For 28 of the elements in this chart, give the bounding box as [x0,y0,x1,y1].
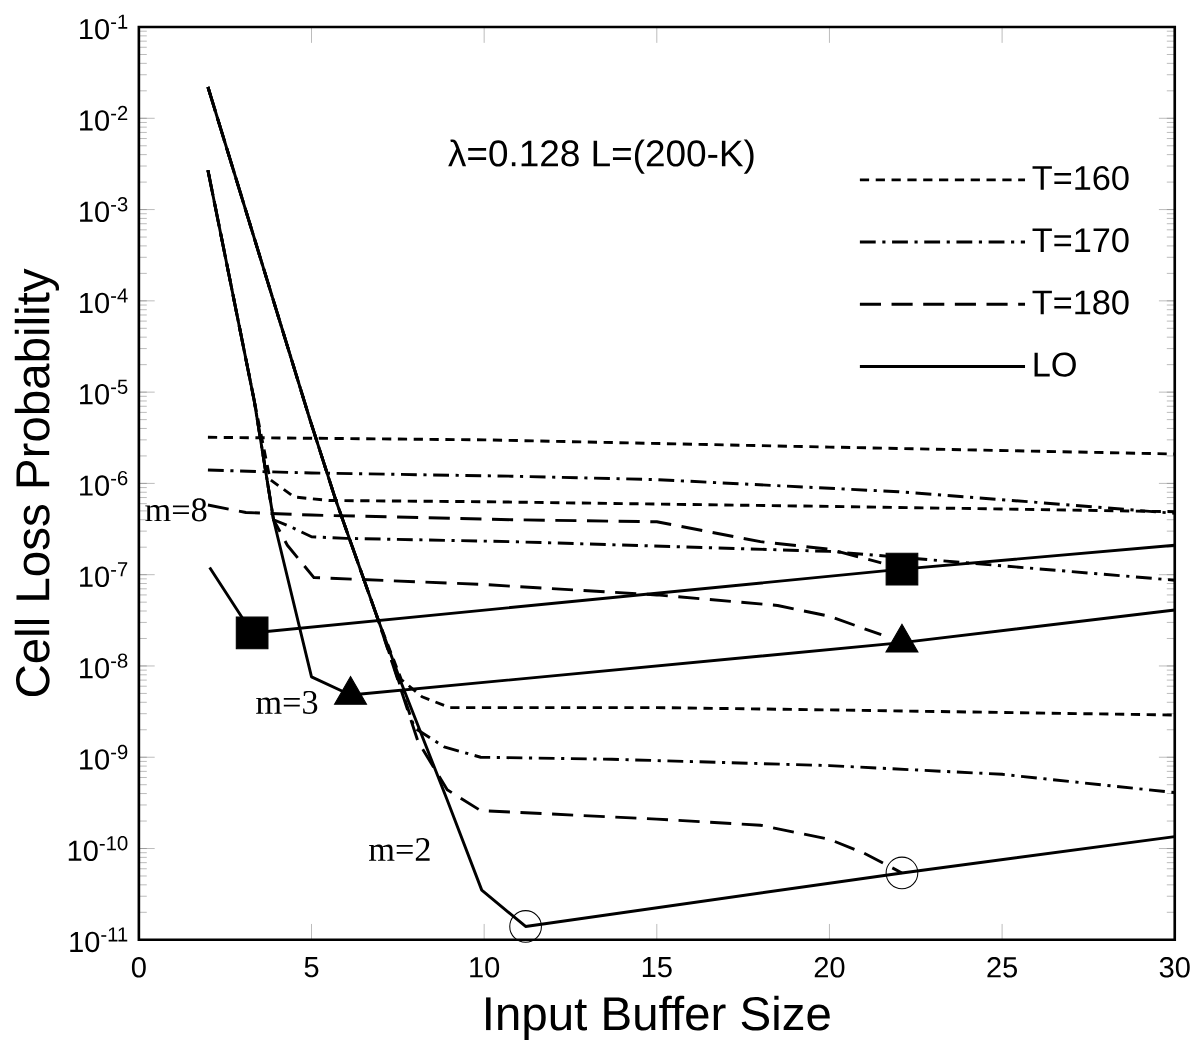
annotation: λ=0.128 L=(200-K) [448,139,754,175]
y-tick-label: 10$^{-5}$ [80,379,128,405]
y-tick-label: 10$^{-6}$ [80,471,128,497]
y-tick-label: 10$^{-7}$ [80,562,128,588]
y-tick-label: 10$^{-4}$ [80,288,128,314]
y-tick-label: 10$^{-9}$ [80,744,128,770]
x-tick-label: 10 [470,957,500,978]
y-tick-label: 10$^{-2}$ [80,106,128,131]
legend-label: LO [1034,352,1076,377]
legend-label: T=180 [1032,290,1129,315]
y-tick-label: 10$^{-8}$ [80,653,128,679]
y-tick-label: 10$^{-1}$ [80,14,128,40]
y-tick-label: 10$^{-3}$ [80,197,128,223]
x-tick-label: 5 [304,957,319,978]
x-tick-label: 30 [1159,957,1190,978]
y-tick-label: 10$^{-11}$ [70,927,128,953]
legend-label: T=160 [1032,166,1129,191]
annotation: m=2 [369,838,430,861]
y-tick-label: 10$^{-10}$ [68,836,128,862]
x-tick-label: 15 [642,957,672,978]
x-tick-label: 0 [131,957,146,978]
x-axis-title: Input Buffer Size [486,995,830,1041]
x-tick-label: 20 [814,957,845,978]
legend-label: T=170 [1032,228,1129,253]
x-tick-label: 25 [987,957,1017,978]
annotation: m=3 [256,691,318,715]
annotation: m=8 [145,498,207,522]
y-axis-title: Cell Loss Probability [14,268,60,697]
